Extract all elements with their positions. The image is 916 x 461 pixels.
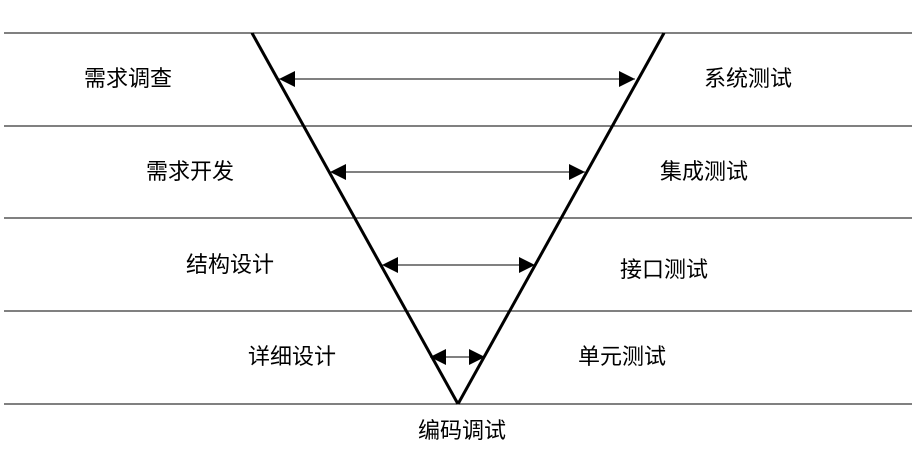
left-stage-label: 需求开发: [146, 160, 234, 185]
v-left-edge: [250, 32, 460, 405]
left-stage-label: 需求调查: [84, 67, 172, 92]
left-stage-label: 结构设计: [186, 253, 274, 278]
right-stage-label: 接口测试: [620, 258, 708, 283]
right-stage-label: 单元测试: [578, 345, 666, 370]
right-stage-label: 集成测试: [660, 160, 748, 185]
v-right-edge: [456, 32, 666, 405]
bottom-stage-label: 编码调试: [418, 419, 506, 444]
right-stage-label: 系统测试: [704, 67, 792, 92]
left-stage-label: 详细设计: [248, 345, 336, 370]
